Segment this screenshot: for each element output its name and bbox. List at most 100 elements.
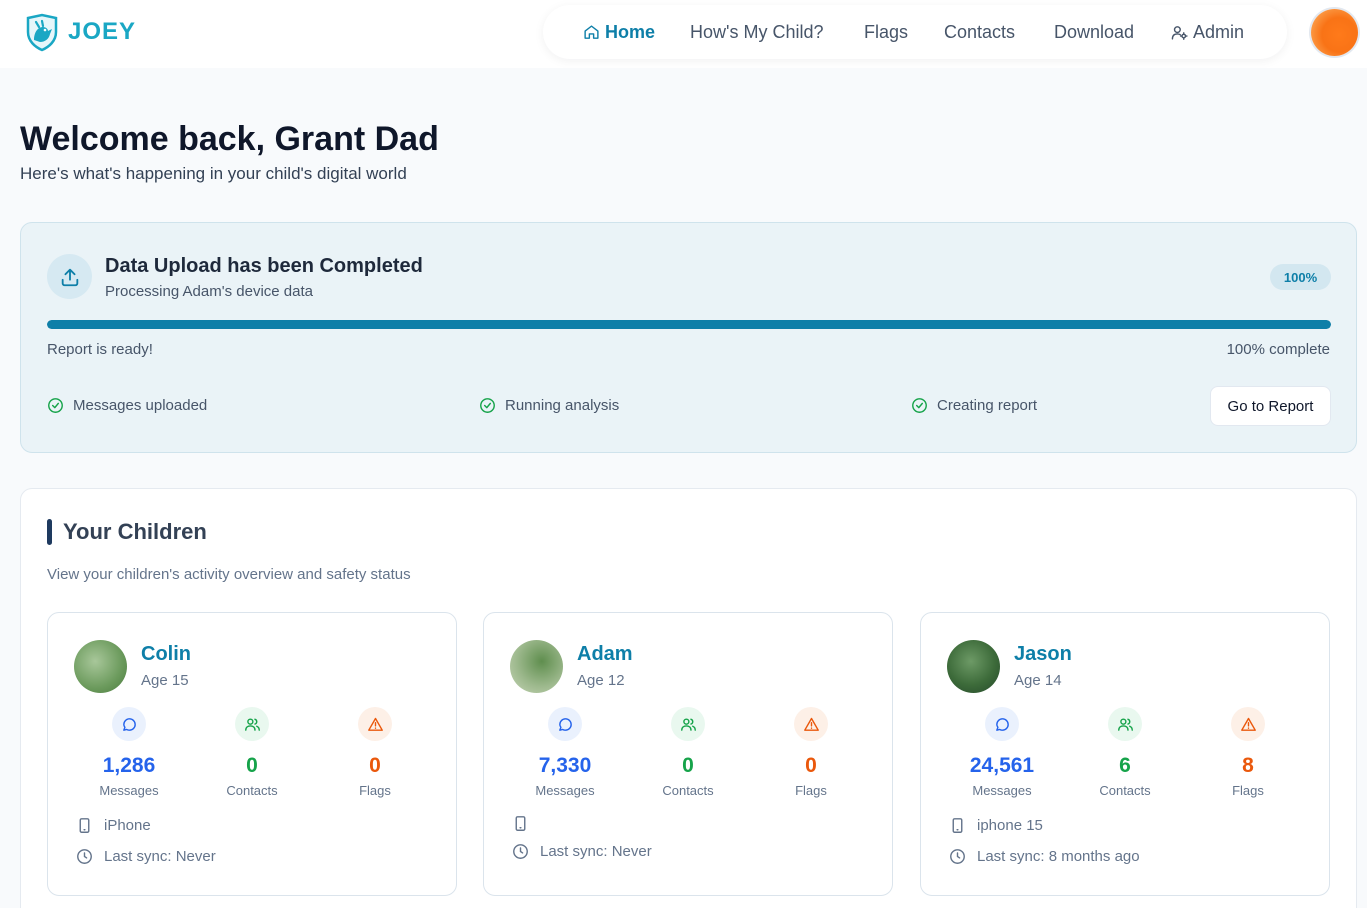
upload-title: Data Upload has been Completed — [105, 255, 423, 277]
nav-admin-label: Admin — [1193, 22, 1245, 42]
device-info: iphone 15 — [949, 817, 1043, 834]
section-subtitle: View your children's activity overview a… — [47, 566, 411, 583]
percent-badge: 100% — [1270, 264, 1331, 290]
home-icon — [584, 25, 599, 39]
clock-icon — [77, 849, 92, 864]
user-avatar[interactable] — [1311, 9, 1358, 56]
stat-flags: 8 Flags — [1193, 707, 1303, 798]
child-card-jason[interactable]: Jason Age 14 24,561 Messages 6 Contacts … — [920, 612, 1330, 896]
message-icon-badge — [548, 707, 582, 741]
users-icon — [680, 717, 696, 731]
clock-icon — [950, 849, 965, 864]
stat-flags-label: Flags — [1232, 783, 1264, 798]
sync-info: Last sync: Never — [512, 843, 652, 860]
child-name[interactable]: Colin — [141, 643, 191, 665]
smartphone-icon — [515, 816, 526, 831]
nav-admin[interactable]: Admin — [1171, 22, 1244, 43]
stat-messages-value: 24,561 — [969, 754, 1035, 777]
contacts-icon-badge — [671, 707, 705, 741]
page-subtitle: Here's what's happening in your child's … — [20, 164, 407, 183]
stat-contacts-label: Contacts — [662, 783, 714, 798]
logo[interactable]: JOEY — [22, 12, 136, 52]
nav-home[interactable]: Home — [583, 22, 655, 43]
child-avatar — [74, 640, 127, 693]
stat-messages-label: Messages — [535, 783, 595, 798]
stat-messages: 7,330 Messages — [510, 707, 620, 798]
child-avatar — [947, 640, 1000, 693]
kangaroo-logo-icon — [26, 13, 58, 52]
upload-subtitle: Processing Adam's device data — [105, 283, 313, 300]
check-circle-icon — [48, 398, 63, 413]
message-icon-badge — [985, 707, 1019, 741]
alert-triangle-icon — [1240, 717, 1256, 731]
nav-contacts[interactable]: Contacts — [944, 22, 1015, 43]
smartphone-icon — [79, 818, 90, 833]
go-to-report-button[interactable]: Go to Report — [1210, 386, 1331, 426]
stat-flags-label: Flags — [795, 783, 827, 798]
progress-bar — [47, 320, 1331, 329]
logo-text: JOEY — [68, 18, 137, 45]
stat-contacts-value: 6 — [1119, 754, 1131, 777]
nav-hows-my-child-label: How's My Child? — [690, 22, 824, 42]
child-age: Age 12 — [577, 672, 625, 689]
last-sync: Last sync: Never — [104, 848, 216, 865]
device-name: iPhone — [104, 817, 151, 834]
nav-home-label: Home — [605, 22, 656, 42]
child-name[interactable]: Jason — [1014, 643, 1072, 665]
page-title: Welcome back, Grant Dad — [20, 120, 439, 158]
flags-icon-badge — [794, 707, 828, 741]
clock-icon — [513, 844, 528, 859]
last-sync: Last sync: Never — [540, 843, 652, 860]
child-card-colin[interactable]: Colin Age 15 1,286 Messages 0 Contacts 0… — [47, 612, 457, 896]
stat-flags: 0 Flags — [756, 707, 866, 798]
stat-messages: 24,561 Messages — [947, 707, 1057, 798]
child-avatar — [510, 640, 563, 693]
stat-flags-label: Flags — [359, 783, 391, 798]
stat-flags: 0 Flags — [320, 707, 430, 798]
child-age: Age 14 — [1014, 672, 1062, 689]
stat-messages-label: Messages — [972, 783, 1032, 798]
step-label: Creating report — [937, 397, 1038, 414]
upload-icon — [61, 268, 78, 286]
child-age: Age 15 — [141, 672, 189, 689]
child-card-adam[interactable]: Adam Age 12 7,330 Messages 0 Contacts 0 … — [483, 612, 893, 896]
stat-messages-label: Messages — [99, 783, 159, 798]
main-nav: Home How's My Child? Flags Contacts Down… — [543, 5, 1287, 59]
message-circle-icon — [122, 717, 136, 731]
nav-flags[interactable]: Flags — [864, 22, 908, 43]
nav-hows-my-child[interactable]: How's My Child? — [690, 22, 823, 43]
nav-download[interactable]: Download — [1054, 22, 1134, 43]
child-name[interactable]: Adam — [577, 643, 633, 665]
check-circle-icon — [480, 398, 495, 413]
progress-percent-text: 100% complete — [1226, 341, 1330, 358]
step-creating-report: Creating report — [911, 397, 1037, 414]
stat-messages: 1,286 Messages — [74, 707, 184, 798]
stat-contacts-label: Contacts — [1099, 783, 1151, 798]
users-icon — [1117, 717, 1133, 731]
sync-info: Last sync: Never — [76, 848, 216, 865]
message-circle-icon — [995, 717, 1009, 731]
smartphone-icon — [952, 818, 963, 833]
upload-icon-badge — [47, 254, 92, 299]
stat-contacts: 0 Contacts — [197, 707, 307, 798]
section-title: Your Children — [63, 519, 207, 544]
alert-triangle-icon — [367, 717, 383, 731]
nav-flags-label: Flags — [864, 22, 909, 42]
step-messages-uploaded: Messages uploaded — [47, 397, 207, 414]
upload-status-card: Data Upload has been Completed Processin… — [20, 222, 1357, 453]
device-name: iphone 15 — [977, 817, 1043, 834]
flags-icon-badge — [358, 707, 392, 741]
users-icon — [244, 717, 260, 731]
step-label: Running analysis — [505, 397, 620, 414]
stat-contacts-label: Contacts — [226, 783, 278, 798]
stat-contacts: 0 Contacts — [633, 707, 743, 798]
stat-contacts-value: 0 — [246, 754, 258, 777]
device-info: iPhone — [76, 817, 151, 834]
message-icon-badge — [112, 707, 146, 741]
stat-messages-value: 7,330 — [538, 754, 592, 777]
section-accent-bar — [47, 519, 52, 545]
progress-status: Report is ready! — [47, 341, 153, 358]
message-circle-icon — [558, 717, 572, 731]
step-label: Messages uploaded — [73, 397, 208, 414]
flags-icon-badge — [1231, 707, 1265, 741]
